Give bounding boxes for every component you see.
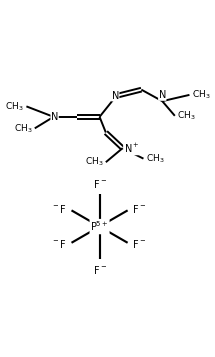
Text: CH$_3$: CH$_3$ — [177, 110, 196, 122]
Text: F$^-$: F$^-$ — [92, 263, 107, 276]
Text: N: N — [112, 91, 119, 101]
Text: F$^-$: F$^-$ — [132, 238, 146, 250]
Text: P$^{5+}$: P$^{5+}$ — [90, 220, 109, 233]
Text: F$^-$: F$^-$ — [92, 177, 107, 190]
Text: CH$_3$: CH$_3$ — [5, 100, 24, 113]
Text: CH$_3$: CH$_3$ — [14, 122, 32, 135]
Text: N: N — [159, 90, 166, 100]
Text: N: N — [51, 112, 58, 122]
Text: N: N — [193, 93, 194, 94]
Text: CH$_3$: CH$_3$ — [146, 152, 165, 165]
Text: F$^-$: F$^-$ — [132, 203, 146, 215]
Text: CH$_3$: CH$_3$ — [192, 89, 210, 101]
Text: CH$_3$: CH$_3$ — [85, 156, 103, 169]
Text: N$^+$: N$^+$ — [124, 142, 139, 155]
Text: $^-$F: $^-$F — [51, 238, 67, 250]
Text: $^-$F: $^-$F — [51, 203, 67, 215]
